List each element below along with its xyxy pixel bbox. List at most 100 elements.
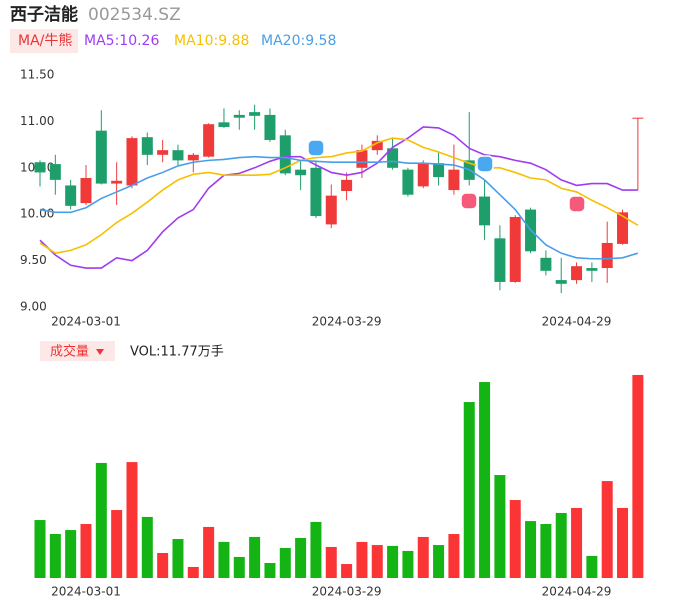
ma-tag[interactable]: MA/牛熊 [18,33,72,49]
volume-label: VOL:11.77万手 [130,345,224,360]
ma-line [39,126,638,269]
volume-bar [356,541,368,578]
candle-body [479,196,491,226]
volume-bar [525,521,537,578]
candle-body [141,137,153,155]
volume-tag-bg[interactable] [40,341,115,361]
candle-body [617,212,629,244]
volume-bar [448,534,460,578]
volume-bar [187,566,199,578]
x-tick-label: 2024-03-29 [312,585,382,599]
signal-icon [568,195,586,213]
candle-body [233,114,245,118]
candle-body [279,135,291,174]
volume-bar [586,555,598,578]
volume-bar [218,541,230,578]
volume-bar [279,547,291,578]
candle-body [387,148,399,168]
candle-body [95,130,107,184]
candle-body [356,150,368,168]
candle-body [494,238,506,282]
volume-bar [65,530,77,578]
volume-bar [157,552,169,578]
signal-icon [460,192,478,210]
volume-bar [310,521,322,578]
volume-bar [233,556,245,578]
candle-body [509,216,521,282]
candle-body [218,122,230,127]
signal-icon [307,139,325,157]
volume-bar [249,536,261,578]
candle-body [111,180,123,184]
candle-body [325,195,337,225]
candle-body [157,150,169,155]
y-tick-label: 11.00 [20,114,54,128]
candle-body [126,138,138,186]
candle-body [249,112,261,116]
candle-body [80,178,92,204]
volume-bar [95,462,107,578]
volume-bar [111,510,123,578]
ma-line [39,137,639,255]
stock-name: 西子洁能 [10,4,78,25]
y-tick-label: 11.50 [20,68,54,82]
legend-ma5: MA5:10.26 [84,33,159,49]
volume-bar [80,524,92,578]
candle-body [371,140,383,151]
volume-bar [295,537,307,578]
volume-bar [433,545,445,578]
candle-body [310,167,322,217]
candle-body [402,169,414,195]
candle-body [172,150,184,161]
dropdown-arrow[interactable] [96,349,104,355]
ma-line [39,155,639,260]
volume-bar [141,516,153,578]
candle-body [632,117,644,119]
candle-body [417,163,429,187]
candle-body [601,242,613,269]
x-tick-label: 2024-04-29 [542,315,612,329]
volume-bar [479,382,491,578]
y-tick-label: 10.00 [20,207,54,221]
candle-body [34,162,46,173]
volume-bar [172,539,184,578]
volume-bar [34,520,46,578]
volume-bar [417,536,429,578]
candle-body [187,154,199,161]
stock-code: 002534.SZ [88,5,181,25]
candle-body [49,164,61,180]
volume-bar [571,507,583,578]
volume-bar [601,481,613,578]
x-tick-label: 2024-03-29 [312,315,382,329]
y-tick-label: 9.00 [20,300,47,314]
candle-body [295,169,307,176]
volume-bar [555,512,567,578]
signal-icon [476,155,494,173]
candle-body [433,163,445,178]
candle-body [341,179,353,191]
candle-body [540,257,552,271]
volume-bar [494,475,506,578]
volume-bar [341,564,353,578]
volume-bar [49,534,61,578]
volume-bar [509,500,521,578]
volume-bar [617,507,629,578]
volume-bar [402,550,414,578]
volume-bar [126,462,138,578]
volume-bar [463,402,475,578]
volume-bar [632,374,644,578]
legend-ma10: MA10:9.88 [174,33,249,49]
x-tick-label: 2024-03-01 [51,585,121,599]
candle-body [203,124,215,157]
volume-bar [387,545,399,578]
legend-ma20: MA20:9.58 [261,33,336,49]
candle-body [65,185,77,206]
volume-tag[interactable]: 成交量 [50,344,89,360]
candle-body [448,169,460,191]
candle-body [586,268,598,271]
volume-bar [264,562,276,578]
ma-tag-bg[interactable] [10,29,78,53]
x-tick-label: 2024-03-01 [51,315,121,329]
